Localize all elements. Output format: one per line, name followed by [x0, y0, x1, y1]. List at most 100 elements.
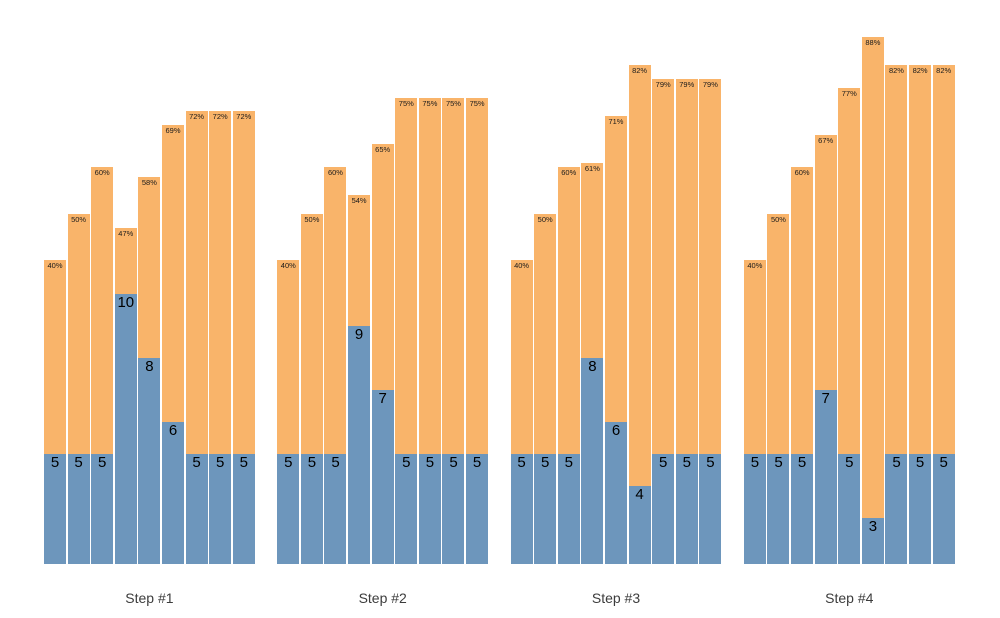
value-label: 5: [564, 454, 573, 471]
percent-label: 60%: [561, 168, 577, 177]
percent-label: 71%: [608, 117, 624, 126]
percent-label: 61%: [584, 164, 600, 173]
bar-group: 40% 5 50% 5 60% 5 67% 7 77% 5 88% 3 82% 5 82% 5 82% 5 Step…: [743, 0, 955, 618]
percent-label: 69%: [165, 126, 181, 135]
bar-blue-segment: [348, 326, 371, 564]
bar-blue-segment: [652, 454, 675, 564]
bar: 60% 5: [557, 167, 580, 564]
bar: 40% 5: [743, 260, 766, 564]
value-label: 4: [635, 486, 644, 503]
value-label: 5: [192, 454, 201, 471]
percent-label: 50%: [770, 215, 786, 224]
bar: 88% 3: [861, 37, 884, 564]
bar-blue-segment: [185, 454, 208, 564]
bar-blue-segment: [767, 454, 790, 564]
value-label: 5: [915, 454, 925, 471]
bar: 58% 8: [138, 177, 161, 564]
bar-blue-segment: [114, 294, 137, 564]
value-label: 5: [74, 454, 83, 471]
value-label: 3: [868, 518, 878, 535]
bar-blue-segment: [861, 518, 884, 564]
percent-label: 77%: [841, 89, 857, 98]
bar: 75% 5: [442, 98, 465, 564]
bar: 72% 5: [209, 111, 232, 564]
bar-blue-segment: [909, 454, 932, 564]
percent-label: 50%: [71, 215, 87, 224]
bar: 60% 5: [324, 167, 347, 564]
percent-label: 50%: [537, 215, 553, 224]
value-label: 5: [425, 454, 435, 471]
bar: 40% 5: [510, 260, 533, 564]
bar: 82% 5: [909, 65, 932, 564]
value-label: 5: [845, 454, 854, 471]
bar-blue-segment: [675, 454, 698, 564]
step-label: Step #2: [358, 590, 407, 606]
percent-label: 40%: [280, 261, 296, 270]
bar-blue-segment: [324, 454, 347, 564]
bar: 47% 10: [114, 228, 137, 564]
value-label: 6: [168, 422, 178, 439]
value-label: 5: [331, 454, 340, 471]
value-label: 5: [472, 454, 482, 471]
step-label: Step #3: [591, 590, 641, 606]
bar: 69% 6: [162, 125, 184, 564]
percent-label: 60%: [94, 168, 110, 177]
bar: 50% 5: [534, 214, 557, 564]
bar-blue-segment: [91, 454, 114, 564]
bar: 54% 9: [348, 195, 371, 564]
bar: 79% 5: [675, 79, 698, 564]
bar: 50% 5: [300, 214, 323, 564]
percent-label: 40%: [747, 261, 763, 270]
value-label: 10: [117, 294, 135, 311]
bar-blue-segment: [162, 422, 184, 564]
percent-label: 60%: [327, 168, 343, 177]
bar-blue-segment: [510, 454, 533, 564]
bar-blue-segment: [371, 390, 394, 564]
step-label: Step #1: [125, 590, 174, 606]
percent-label: 82%: [632, 66, 648, 75]
percent-label: 65%: [375, 145, 391, 154]
percent-label: 82%: [936, 66, 952, 75]
value-label: 5: [939, 454, 948, 471]
bar-group: 40% 5 50% 5 60% 5 47% 10 58% 8 69% 6 72% 5 72% 5 72% 5 Ste…: [44, 0, 255, 618]
bar: 75% 5: [395, 98, 418, 564]
bar: 77% 5: [838, 88, 861, 564]
bar: 40% 5: [44, 260, 66, 564]
value-label: 5: [307, 454, 317, 471]
percent-label: 67%: [818, 136, 834, 145]
bar-blue-segment: [534, 454, 557, 564]
percent-label: 72%: [189, 112, 205, 121]
bar-blue-segment: [604, 422, 627, 564]
value-label: 8: [588, 358, 597, 375]
bar: 79% 5: [652, 79, 675, 564]
value-label: 9: [354, 326, 364, 343]
percent-label: 75%: [445, 99, 461, 108]
percent-label: 40%: [47, 261, 63, 270]
percent-label: 79%: [655, 80, 671, 89]
percent-label: 72%: [212, 112, 228, 121]
bar-blue-segment: [885, 454, 908, 564]
bar: 65% 7: [371, 144, 394, 564]
value-label: 5: [797, 454, 807, 471]
bar-group: 40% 5 50% 5 60% 5 61% 8 71% 6 82% 4 79% 5 79% 5 79% 5 Step…: [510, 0, 722, 618]
bar-group: 40% 5 50% 5 60% 5 54% 9 65% 7 75% 5 75% 5 75% 5 75% 5 Step…: [277, 0, 489, 618]
bar: 75% 5: [418, 98, 441, 564]
percent-label: 79%: [702, 80, 718, 89]
value-label: 5: [517, 454, 526, 471]
bar: 82% 4: [628, 65, 651, 564]
bar-blue-segment: [557, 454, 580, 564]
percent-label: 50%: [304, 215, 320, 224]
bar: 60% 5: [791, 167, 814, 564]
percent-label: 40%: [514, 261, 530, 270]
bar-blue-segment: [277, 454, 300, 564]
value-label: 7: [821, 390, 830, 407]
percent-label: 75%: [398, 99, 414, 108]
bar-blue-segment: [67, 454, 90, 564]
bar: 40% 5: [277, 260, 300, 564]
value-label: 5: [402, 454, 411, 471]
bar-blue-segment: [44, 454, 66, 564]
value-label: 5: [449, 454, 458, 471]
bar: 82% 5: [932, 65, 955, 564]
bar-blue-segment: [232, 454, 255, 564]
